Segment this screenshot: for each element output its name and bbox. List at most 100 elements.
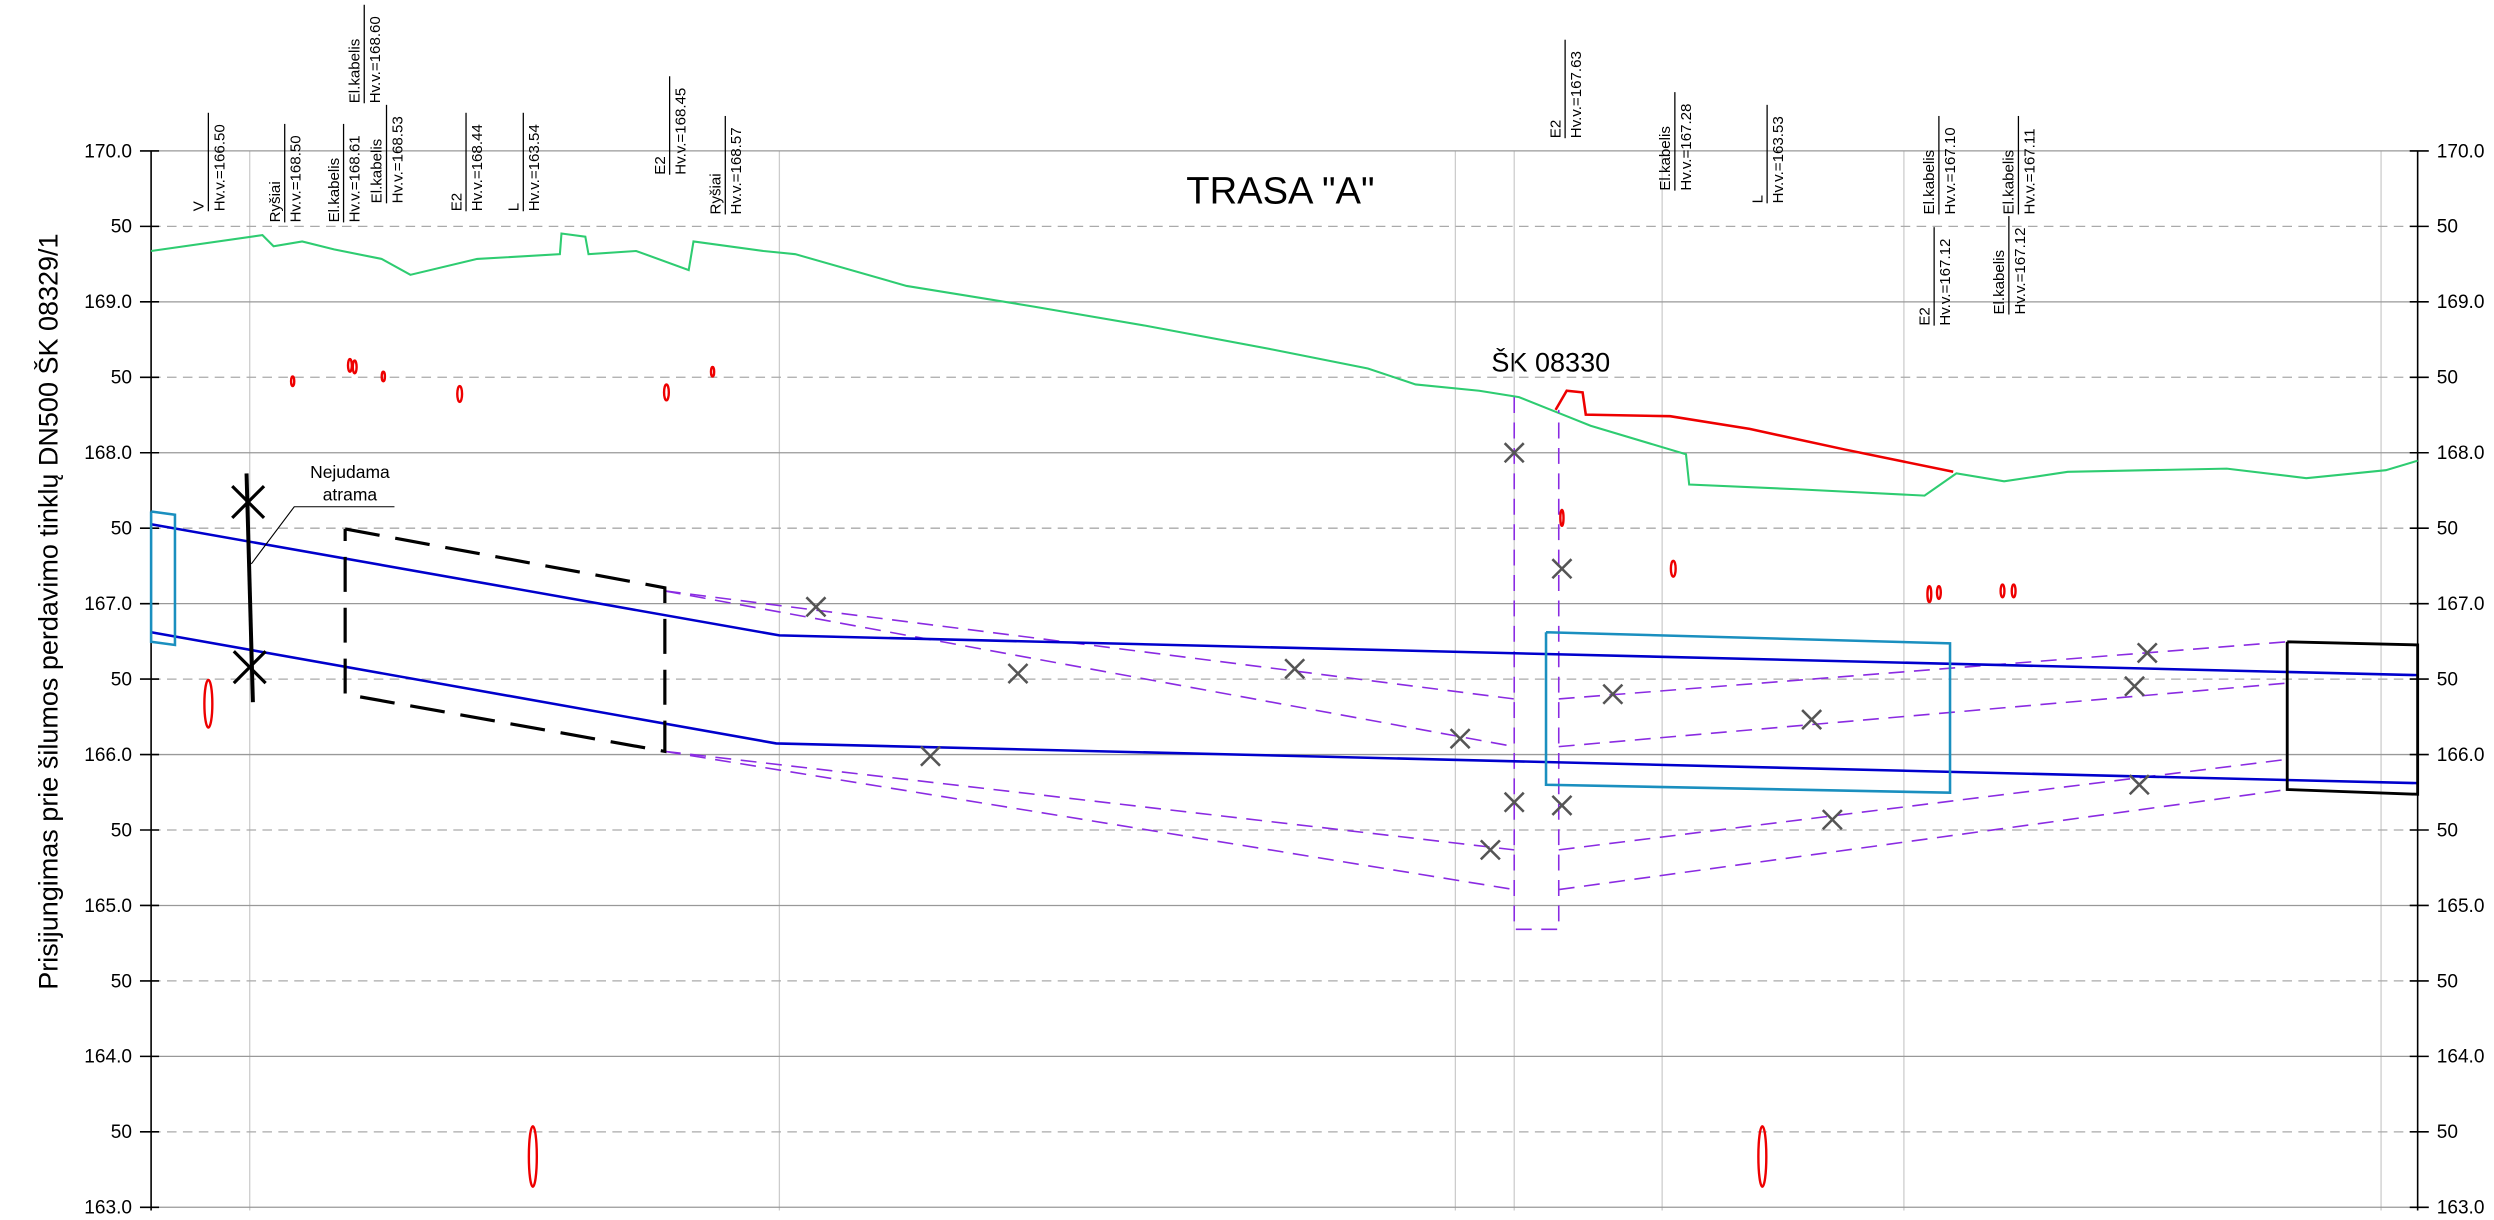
excavation-line bbox=[1558, 682, 2288, 748]
utility-marker bbox=[289, 375, 296, 388]
support-cross bbox=[231, 484, 266, 519]
utility-marker bbox=[1559, 508, 1565, 527]
well-label: ŠK 08330 bbox=[1491, 347, 1610, 378]
utility-level: Hv.v.=168.45 bbox=[673, 88, 690, 175]
utility-level: Hv.v.=167.12 bbox=[1937, 239, 1954, 326]
cross bbox=[1284, 658, 1306, 680]
right-tick-label: 167.0 bbox=[2437, 594, 2485, 615]
utility-marker bbox=[527, 1125, 539, 1188]
cross bbox=[1551, 558, 1573, 580]
right-tick-label: 50 bbox=[2437, 1122, 2458, 1143]
right-tick-label: 50 bbox=[2437, 217, 2458, 238]
utility-level: Hv.v.=168.61 bbox=[346, 135, 363, 222]
right-tick-label: 164.0 bbox=[2437, 1047, 2485, 1068]
cross bbox=[1449, 728, 1471, 750]
utility-level: Hv.v.=167.63 bbox=[1568, 51, 1585, 138]
right-tick-label: 169.0 bbox=[2437, 292, 2485, 313]
terrain-line bbox=[150, 232, 2418, 497]
right-tick-label: 163.0 bbox=[2437, 1198, 2485, 1219]
support-cross bbox=[232, 650, 267, 685]
right-tick-label: 50 bbox=[2437, 368, 2458, 389]
left-tick-label: 167.0 bbox=[84, 594, 132, 615]
cross bbox=[2128, 774, 2150, 796]
right-tick-label: 168.0 bbox=[2437, 443, 2485, 464]
utility-level: Hv.v.=166.50 bbox=[211, 124, 228, 211]
cross bbox=[805, 596, 827, 618]
utility-name: El.kabelis bbox=[2001, 150, 2018, 215]
utility-name: E2 bbox=[1916, 307, 1933, 325]
utility-level: Hv.v.=168.44 bbox=[469, 124, 486, 211]
teal-box bbox=[149, 510, 177, 647]
cross bbox=[1479, 839, 1501, 861]
excavation-line bbox=[664, 590, 1515, 748]
excavation-line bbox=[664, 590, 1515, 700]
left-tick-label: 50 bbox=[111, 820, 132, 841]
left-tick-label: 170.0 bbox=[84, 141, 132, 162]
utility-name: E2 bbox=[1547, 120, 1564, 138]
utility-marker bbox=[1999, 583, 2006, 599]
utility-name: El.kabelis bbox=[346, 39, 363, 104]
excavation-line bbox=[1558, 788, 2288, 891]
utility-name: El.kabelis bbox=[1991, 250, 2008, 315]
left-tick-label: 50 bbox=[111, 368, 132, 389]
utility-name: Ryšiai bbox=[267, 181, 284, 222]
utility-marker bbox=[1926, 584, 1933, 604]
utility-marker bbox=[456, 384, 464, 404]
utility-level: Hv.v.=167.12 bbox=[2012, 227, 2029, 314]
utility-marker bbox=[351, 359, 358, 375]
left-tick-label: 165.0 bbox=[84, 896, 132, 917]
right-tick-label: 50 bbox=[2437, 820, 2458, 841]
excavation-line bbox=[1558, 758, 2288, 851]
excavation-line bbox=[664, 750, 1515, 891]
utility-marker bbox=[1669, 559, 1677, 578]
right-tick-label: 50 bbox=[2437, 669, 2458, 690]
cross bbox=[1551, 794, 1573, 816]
utility-level: Hv.v.=167.28 bbox=[1678, 104, 1695, 191]
utility-name: El.kabelis bbox=[1657, 126, 1674, 191]
left-tick-label: 166.0 bbox=[84, 745, 132, 766]
utility-level: Hv.v.=168.60 bbox=[367, 16, 384, 103]
utility-name: V bbox=[191, 201, 208, 211]
utility-marker bbox=[203, 678, 214, 729]
utility-level: Hv.v.=168.57 bbox=[728, 127, 745, 214]
left-tick-label: 50 bbox=[111, 669, 132, 690]
y-axis-title: Prisijungimas prie šilumos perdavimo tin… bbox=[32, 233, 63, 989]
well-shaft bbox=[1513, 397, 1560, 931]
right-tick-label: 50 bbox=[2437, 519, 2458, 540]
utility-name: E2 bbox=[448, 193, 465, 211]
excavation-line bbox=[664, 750, 1515, 851]
utility-marker bbox=[709, 365, 716, 378]
utility-name: El.kabelis bbox=[326, 158, 343, 223]
support-label: atrama bbox=[323, 484, 378, 504]
left-tick-label: 50 bbox=[111, 971, 132, 992]
cross bbox=[1503, 442, 1525, 464]
right-tick-label: 166.0 bbox=[2437, 745, 2485, 766]
utility-level: Hv.v.=167.10 bbox=[1942, 127, 1959, 214]
pipe bbox=[150, 630, 2418, 785]
left-tick-label: 164.0 bbox=[84, 1047, 132, 1068]
utility-marker bbox=[1757, 1125, 1768, 1188]
cross bbox=[2136, 642, 2158, 664]
utility-name: E2 bbox=[652, 156, 669, 174]
utility-level: Hv.v.=168.50 bbox=[288, 135, 305, 222]
utility-marker bbox=[2010, 583, 2017, 599]
cross bbox=[2124, 675, 2145, 697]
cross bbox=[1821, 809, 1843, 831]
right-tick-label: 165.0 bbox=[2437, 896, 2485, 917]
cross bbox=[1801, 709, 1823, 731]
right-tick-label: 170.0 bbox=[2437, 141, 2485, 162]
utility-marker bbox=[380, 370, 387, 383]
leader-line bbox=[250, 506, 395, 565]
utility-name: El.kabelis bbox=[369, 139, 386, 204]
cross bbox=[1602, 683, 1624, 705]
cross bbox=[1503, 791, 1525, 813]
left-tick-label: 168.0 bbox=[84, 443, 132, 464]
right-tick-label: 50 bbox=[2437, 971, 2458, 992]
teal-box bbox=[1544, 630, 1952, 794]
utility-level: Hv.v.=167.11 bbox=[2021, 129, 2038, 215]
cross bbox=[920, 745, 941, 767]
left-tick-label: 163.0 bbox=[84, 1198, 132, 1219]
excavation-line bbox=[1558, 640, 2288, 700]
